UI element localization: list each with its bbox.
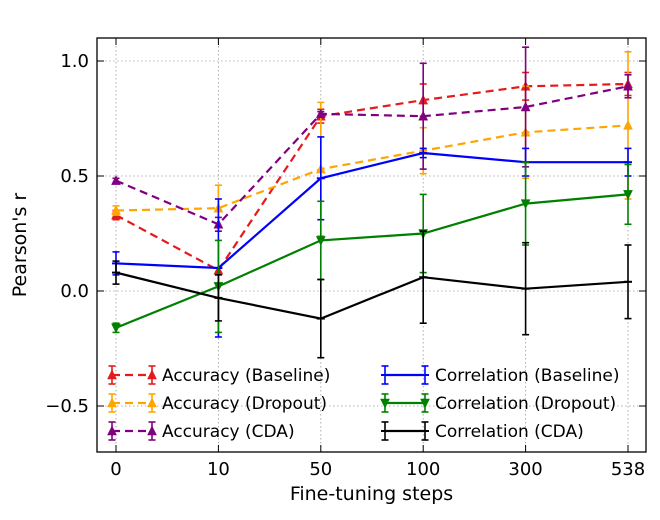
series-line (115, 85, 629, 226)
data-point (418, 110, 429, 121)
series-3 (111, 46, 633, 232)
x-tick-label: 300 (508, 459, 542, 480)
legend-label: Accuracy (Baseline) (162, 366, 330, 386)
legend-entry-1: Accuracy (Baseline) (107, 365, 330, 386)
series-2 (111, 50, 633, 237)
legend-label: Accuracy (CDA) (162, 422, 295, 442)
series-1 (111, 71, 633, 275)
y-axis-label: Pearson's r (9, 193, 31, 298)
legend-marker (107, 369, 117, 380)
legend-marker (380, 398, 390, 409)
data-point (111, 323, 121, 334)
legend-label: Correlation (Baseline) (435, 366, 620, 386)
x-tick-label: 100 (406, 459, 440, 480)
x-axis-label: Fine-tuning steps (290, 483, 453, 505)
x-tick-label: 538 (611, 459, 645, 480)
legend-marker (420, 398, 430, 409)
series-5 (111, 161, 633, 334)
data-point (623, 119, 633, 130)
data-point (315, 236, 326, 246)
series-line (115, 82, 629, 272)
series-line (115, 271, 629, 320)
series-line (115, 151, 628, 270)
legend-label: Correlation (Dropout) (435, 394, 616, 414)
x-tick-label: 0 (110, 459, 121, 480)
data-point (623, 190, 633, 200)
legend-marker (147, 369, 157, 380)
legend-entry-4: Correlation (Baseline) (381, 365, 620, 386)
data-point (111, 175, 121, 185)
data-point (520, 101, 531, 112)
data-point (315, 108, 326, 119)
legend-marker (147, 397, 157, 408)
x-tick-label: 10 (207, 459, 230, 480)
data-point (520, 199, 531, 210)
legend-marker (147, 425, 157, 436)
legend-marker (107, 425, 117, 436)
legend-entry-5: Correlation (Dropout) (380, 393, 616, 414)
data-point (623, 80, 633, 91)
y-tick-label: 0.5 (60, 166, 89, 187)
legend-label: Correlation (CDA) (435, 422, 584, 442)
grid (97, 38, 646, 452)
plot-frame (96, 37, 647, 453)
series-line (115, 124, 629, 212)
y-tick-label: 1.0 (60, 51, 89, 72)
y-tick-label: −0.5 (45, 396, 89, 417)
legend-marker (107, 397, 117, 408)
x-tick-label: 50 (309, 459, 332, 480)
legend-entry-3: Accuracy (CDA) (107, 421, 295, 442)
data-point (111, 204, 121, 215)
axes: 0 10 50 100 300 538 −0.5 0.0 0.5 1.0 (45, 38, 646, 480)
legend-entry-6: Correlation (CDA) (381, 421, 584, 442)
series-group (111, 46, 633, 359)
legend: Accuracy (Baseline) Accuracy (Dropout) Acc… (107, 365, 620, 442)
y-tick-label: 0.0 (60, 281, 89, 302)
legend-entry-2: Accuracy (Dropout) (107, 393, 327, 414)
series-6 (112, 230, 632, 359)
legend-label: Accuracy (Dropout) (162, 394, 327, 414)
